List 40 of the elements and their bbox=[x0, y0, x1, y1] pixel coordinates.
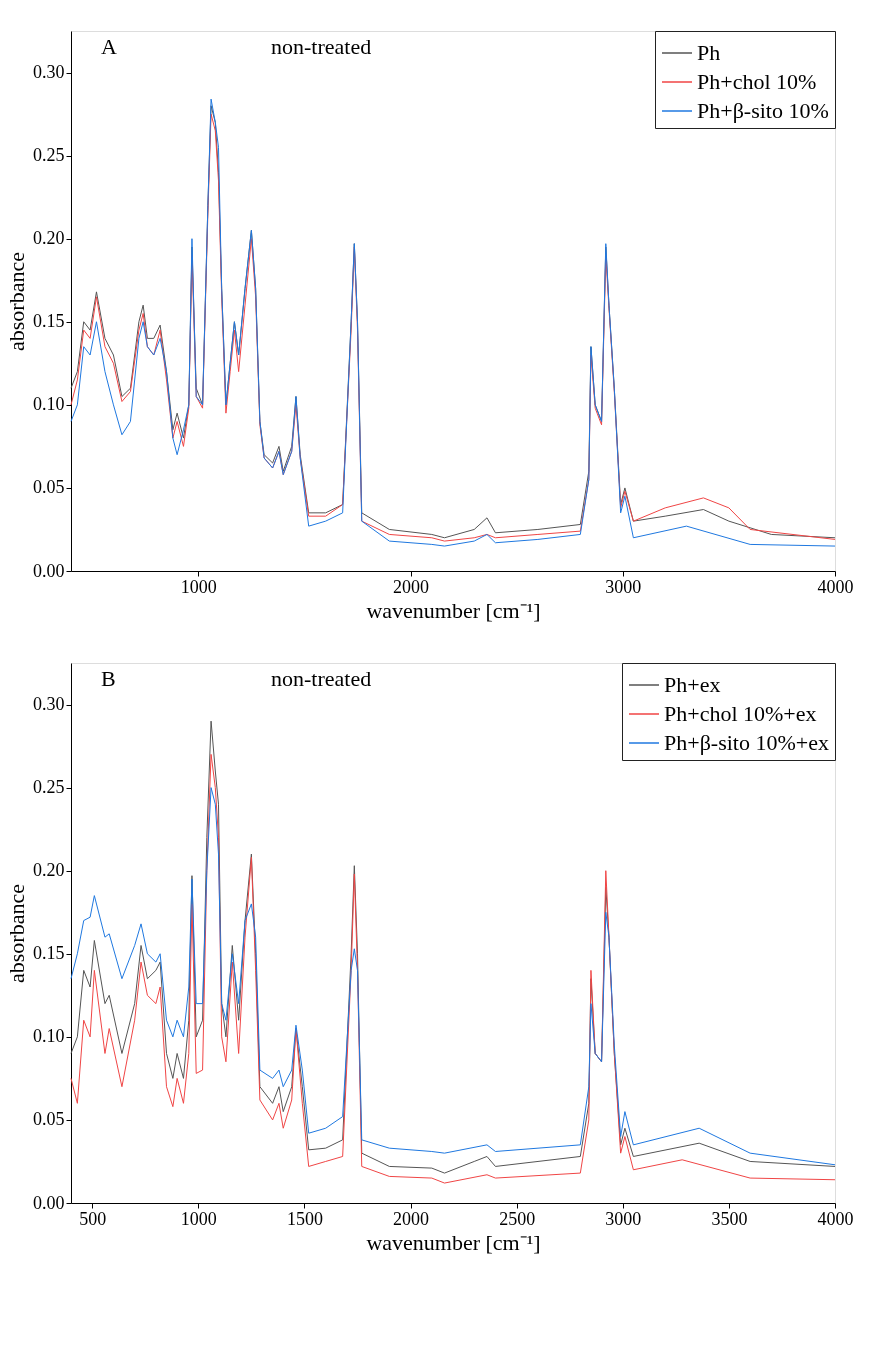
legend-label: Ph+chol 10% bbox=[697, 69, 817, 94]
y-tick-label: 0.15 bbox=[33, 943, 65, 964]
y-tick-label: 0.30 bbox=[33, 694, 65, 715]
y-tick-label: 0.05 bbox=[33, 477, 65, 498]
y-tick-label: 0.30 bbox=[33, 62, 65, 83]
y-tick-label: 0.00 bbox=[33, 1192, 65, 1213]
y-tick-label: 0.00 bbox=[33, 560, 65, 581]
y-tick-label: 0.10 bbox=[33, 394, 65, 415]
y-axis-title: absorbance bbox=[4, 884, 29, 983]
y-tick-label: 0.05 bbox=[33, 1109, 65, 1130]
x-tick-label: 2500 bbox=[499, 1208, 536, 1229]
y-axis-title: absorbance bbox=[4, 252, 29, 351]
x-tick-label: 3500 bbox=[711, 1208, 748, 1229]
x-tick-label: 2000 bbox=[393, 576, 430, 597]
y-tick-label: 0.25 bbox=[33, 777, 65, 798]
x-axis-title: wavenumber [cm⁻¹] bbox=[366, 597, 541, 623]
x-tick-label: 3000 bbox=[605, 1208, 642, 1229]
x-tick-label: 1000 bbox=[180, 1208, 217, 1229]
x-tick-label: 4000 bbox=[817, 576, 854, 597]
legend-label: Ph+ex bbox=[664, 672, 721, 697]
annotation: A bbox=[101, 34, 117, 59]
annotation: non-treated bbox=[271, 34, 372, 59]
annotation: B bbox=[101, 666, 116, 691]
x-axis-title: wavenumber [cm⁻¹] bbox=[366, 1229, 541, 1255]
y-tick-label: 0.20 bbox=[33, 228, 65, 249]
x-tick-label: 500 bbox=[79, 1208, 107, 1229]
x-tick-label: 4000 bbox=[817, 1208, 854, 1229]
legend-label: Ph bbox=[697, 40, 721, 65]
y-tick-label: 0.25 bbox=[33, 145, 65, 166]
legend-label: Ph+β-sito 10% bbox=[697, 98, 829, 123]
y-tick-label: 0.10 bbox=[33, 1026, 65, 1047]
x-tick-label: 3000 bbox=[605, 576, 642, 597]
x-tick-label: 2000 bbox=[393, 1208, 430, 1229]
legend-label: Ph+β-sito 10%+ex bbox=[664, 730, 829, 755]
legend-label: Ph+chol 10%+ex bbox=[664, 701, 817, 726]
y-tick-label: 0.20 bbox=[33, 860, 65, 881]
annotation: non-treated bbox=[271, 666, 372, 691]
x-tick-label: 1000 bbox=[180, 576, 217, 597]
x-tick-label: 1500 bbox=[286, 1208, 323, 1229]
y-tick-label: 0.15 bbox=[33, 311, 65, 332]
